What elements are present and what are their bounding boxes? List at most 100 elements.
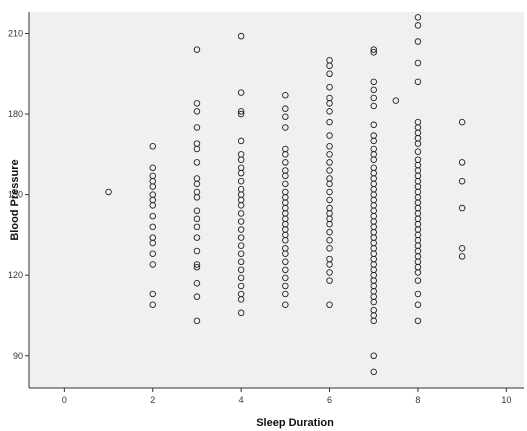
data-point <box>326 159 333 166</box>
data-point <box>326 62 333 69</box>
data-point <box>370 156 377 163</box>
data-point <box>414 277 422 284</box>
data-point <box>282 172 289 180</box>
data-point <box>414 317 422 325</box>
data-point <box>392 97 400 104</box>
data-point <box>149 223 156 231</box>
data-point <box>193 215 201 223</box>
data-point <box>282 113 289 120</box>
data-point <box>237 110 245 118</box>
data-point <box>326 132 333 139</box>
data-point <box>458 159 466 166</box>
data-point <box>414 59 422 67</box>
data-point <box>237 274 245 282</box>
data-point <box>326 196 333 204</box>
data-point <box>282 151 289 158</box>
data-point <box>282 159 289 166</box>
data-point <box>414 22 422 29</box>
data-point <box>149 250 156 257</box>
data-point <box>282 237 289 244</box>
data-point <box>237 89 245 96</box>
data-point <box>282 258 289 266</box>
data-point <box>237 234 245 241</box>
axes <box>28 12 524 389</box>
y-tick-label: 210 <box>8 28 23 38</box>
data-point <box>370 368 377 376</box>
data-point <box>193 159 201 166</box>
x-tick-label: 6 <box>327 395 332 405</box>
data-point <box>149 183 156 190</box>
data-point <box>326 83 333 91</box>
data-point <box>237 210 245 217</box>
data-point <box>282 180 289 188</box>
data-point <box>282 124 289 131</box>
data-point <box>193 100 201 107</box>
data-point <box>282 250 289 257</box>
data-point <box>193 234 201 241</box>
data-point <box>237 32 245 40</box>
data-point <box>105 188 112 196</box>
data-point <box>414 140 422 147</box>
data-point <box>237 226 245 233</box>
y-tick-label: 150 <box>8 190 23 200</box>
data-point <box>326 70 333 78</box>
data-point <box>149 143 156 150</box>
y-tick-label: 180 <box>8 109 23 119</box>
data-point <box>458 118 466 126</box>
x-tick-label: 10 <box>501 395 511 405</box>
data-point <box>237 169 245 177</box>
x-tick-label: 8 <box>415 395 420 405</box>
data-point <box>370 102 377 110</box>
data-point <box>193 145 201 153</box>
x-tick-label: 2 <box>150 395 155 405</box>
data-point <box>193 124 201 131</box>
x-axis-title: Sleep Duration <box>256 417 334 429</box>
data-point <box>282 282 289 290</box>
data-point <box>414 38 422 45</box>
data-point <box>237 177 245 185</box>
data-point <box>458 253 466 260</box>
data-point <box>237 282 245 290</box>
data-point <box>237 250 245 257</box>
data-point <box>370 49 377 56</box>
data-points <box>105 14 466 376</box>
data-point <box>370 352 377 360</box>
data-point <box>326 151 333 158</box>
data-point <box>326 143 333 150</box>
x-tick-label: 4 <box>239 395 244 405</box>
data-point <box>193 247 201 255</box>
data-point <box>458 204 466 212</box>
data-point <box>149 261 156 268</box>
data-point <box>237 202 245 209</box>
data-point <box>282 301 289 308</box>
data-point <box>149 290 156 298</box>
data-point <box>149 202 156 209</box>
data-point <box>326 301 333 308</box>
data-point <box>237 156 245 163</box>
data-point <box>193 293 201 300</box>
data-point <box>149 239 156 247</box>
data-point <box>326 167 333 174</box>
y-tick-label: 120 <box>8 270 23 280</box>
data-point <box>282 105 289 112</box>
data-point <box>326 261 333 268</box>
data-point <box>237 309 245 317</box>
data-point <box>370 121 377 129</box>
ticks: 0 2 4 6 8 10 90 120 150 180 210 <box>8 28 511 405</box>
data-point <box>370 94 377 102</box>
data-point <box>237 137 245 145</box>
data-point <box>414 290 422 298</box>
data-point <box>326 100 333 107</box>
data-point <box>149 301 156 308</box>
data-point <box>193 280 201 287</box>
data-point <box>326 237 333 244</box>
data-point <box>326 228 333 236</box>
data-point <box>237 108 245 115</box>
data-point <box>193 261 201 268</box>
data-point <box>193 263 201 271</box>
data-point <box>282 290 289 298</box>
data-point <box>237 296 245 303</box>
data-point <box>149 164 156 172</box>
data-point <box>458 245 466 252</box>
